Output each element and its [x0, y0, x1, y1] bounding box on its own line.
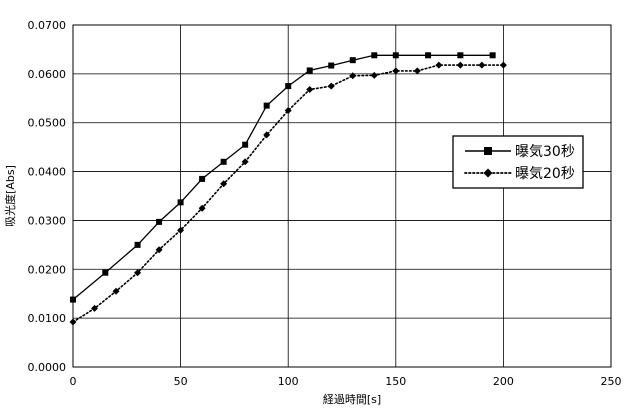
data-point — [198, 204, 206, 212]
data-point — [425, 52, 432, 59]
data-point — [242, 141, 249, 148]
series-2 — [69, 61, 507, 326]
data-point — [413, 67, 421, 75]
data-point — [112, 287, 120, 295]
y-axis-ticks: 0.0000 0.0100 0.0200 0.0300 0.0400 0.0500 0.06… — [28, 19, 67, 374]
data-point — [392, 67, 400, 75]
data-point — [263, 131, 271, 139]
y-tick-label: 0.0600 — [28, 68, 67, 81]
x-tick-label: 150 — [385, 375, 406, 388]
legend-marker — [483, 168, 493, 178]
data-point — [156, 218, 163, 225]
data-point — [241, 158, 249, 166]
series-line — [72, 54, 493, 301]
x-tick-label: 250 — [601, 375, 622, 388]
data-point — [370, 71, 378, 79]
x-tick-label: 100 — [278, 375, 299, 388]
data-point — [91, 304, 99, 312]
grid — [72, 24, 612, 368]
legend-marker — [484, 147, 492, 155]
legend-box — [452, 135, 584, 189]
data-point — [457, 52, 464, 59]
data-point — [102, 269, 109, 276]
data-point — [155, 246, 163, 254]
y-tick-label: 0.0500 — [28, 117, 67, 130]
data-point — [284, 107, 292, 114]
data-point — [306, 67, 313, 74]
data-point — [220, 180, 228, 188]
y-tick-label: 0.0300 — [28, 214, 67, 227]
data-point — [70, 296, 76, 303]
legend-label: 曝気20秒 — [515, 166, 575, 182]
data-point — [489, 52, 496, 59]
y-tick-label: 0.0400 — [28, 166, 67, 179]
data-point — [285, 83, 292, 90]
data-point — [499, 61, 507, 69]
series — [69, 52, 507, 326]
plot-area — [72, 24, 612, 368]
data-point — [327, 82, 335, 90]
data-point — [177, 199, 184, 206]
x-axis-title: 経過時間[s] — [323, 393, 381, 406]
legend-item-2: 曝気20秒 — [464, 166, 575, 182]
data-point — [177, 226, 185, 234]
data-point — [349, 72, 357, 80]
data-point — [435, 61, 443, 69]
x-axis-ticks: 0 50 100 150 200 250 — [70, 375, 622, 388]
series-1 — [70, 52, 496, 303]
legend-label: 曝気30秒 — [515, 144, 575, 160]
y-tick-label: 0.0100 — [28, 312, 67, 325]
data-point — [69, 318, 77, 326]
data-point — [263, 102, 270, 109]
data-point — [349, 57, 356, 64]
data-point — [371, 52, 378, 59]
y-tick-label: 0.0200 — [28, 263, 67, 276]
data-point — [328, 62, 335, 69]
data-point — [199, 175, 206, 182]
y-tick-label: 0.0700 — [28, 19, 67, 32]
data-point — [478, 61, 486, 69]
series-line — [72, 64, 505, 323]
data-point — [456, 61, 464, 69]
y-axis-title: 吸光度[Abs] — [3, 165, 17, 227]
x-tick-label: 50 — [174, 375, 188, 388]
x-tick-label: 200 — [493, 375, 514, 388]
data-point — [306, 85, 314, 93]
data-point — [134, 241, 141, 248]
data-point — [392, 52, 399, 59]
y-tick-label: 0.0000 — [28, 361, 67, 374]
legend-item-1: 曝気30秒 — [465, 144, 575, 160]
x-tick-label: 0 — [70, 375, 77, 388]
data-point — [134, 269, 142, 277]
data-point — [220, 158, 227, 165]
